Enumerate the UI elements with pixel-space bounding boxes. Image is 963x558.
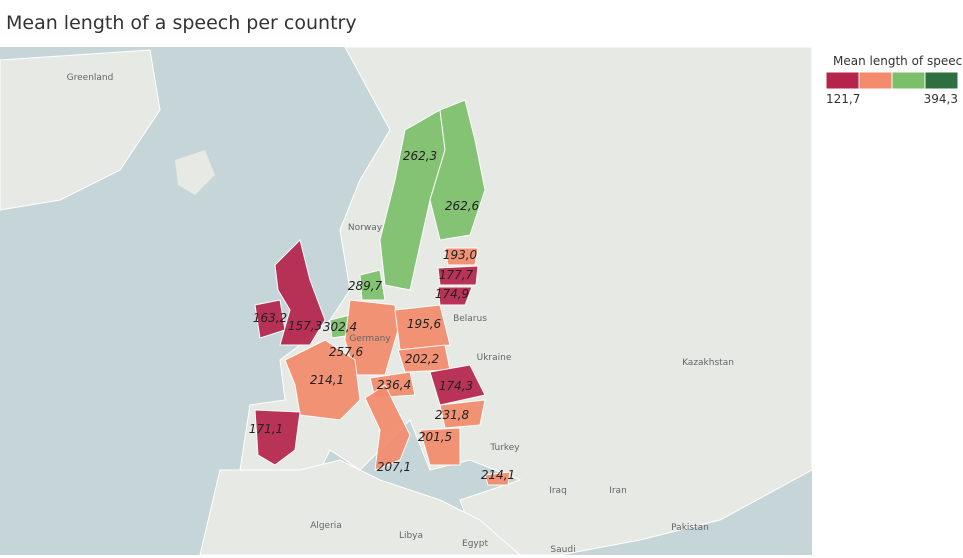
value-label: 157,3 xyxy=(288,319,322,333)
legend-ramp xyxy=(825,71,959,90)
value-label: 214,1 xyxy=(481,468,515,482)
legend-max: 394,3 xyxy=(924,92,958,106)
legend-step xyxy=(825,71,860,90)
place-label: Greenland xyxy=(67,73,114,83)
land xyxy=(199,459,522,556)
place-label: Saudi xyxy=(550,545,575,555)
place-label: Pakistan xyxy=(671,523,709,533)
value-label: 195,6 xyxy=(407,317,442,331)
country xyxy=(254,409,301,466)
value-label: 174,9 xyxy=(435,287,469,301)
value-label: 302,4 xyxy=(323,320,357,334)
place-label: Germany xyxy=(349,334,391,344)
value-label: 236,4 xyxy=(377,378,411,392)
value-label: 214,1 xyxy=(310,373,344,387)
place-label: Belarus xyxy=(453,314,487,324)
country xyxy=(437,286,473,306)
country xyxy=(429,364,486,406)
place-label: Ukraine xyxy=(477,353,512,363)
country xyxy=(419,427,461,466)
value-label: 207,1 xyxy=(377,460,411,474)
legend-title: Mean length of speeche.. xyxy=(833,54,963,68)
value-label: 257,6 xyxy=(329,345,364,359)
value-label: 163,2 xyxy=(253,311,287,325)
place-label: Norway xyxy=(348,223,383,233)
country xyxy=(359,269,386,301)
value-label: 177,7 xyxy=(439,268,474,282)
country xyxy=(439,399,486,429)
country xyxy=(394,304,451,351)
land xyxy=(0,49,161,211)
legend-min: 121,7 xyxy=(826,92,860,106)
country xyxy=(437,265,479,286)
legend-step xyxy=(891,71,926,90)
place-label: Iran xyxy=(609,486,627,496)
place-label: Turkey xyxy=(489,443,520,453)
map xyxy=(0,46,813,556)
country xyxy=(284,339,361,421)
value-label: 201,5 xyxy=(418,430,452,444)
country xyxy=(344,299,399,376)
legend-step xyxy=(858,71,893,90)
value-label: 262,3 xyxy=(403,149,437,163)
country xyxy=(484,471,511,486)
value-label: 289,7 xyxy=(348,279,383,293)
legend-step xyxy=(924,71,959,90)
place-label: Kazakhstan xyxy=(682,358,734,368)
value-label: 174,3 xyxy=(439,379,473,393)
value-label: 193,0 xyxy=(443,248,478,262)
country xyxy=(364,384,411,471)
land xyxy=(175,150,215,195)
title: Mean length of a speech per country xyxy=(6,12,357,34)
value-label: 171,1 xyxy=(249,422,283,436)
place-label: Iraq xyxy=(549,486,567,496)
place-label: Libya xyxy=(399,531,423,541)
country xyxy=(444,247,479,266)
place-label: Algeria xyxy=(310,521,342,531)
value-label: 262,6 xyxy=(445,199,480,213)
value-label: 231,8 xyxy=(435,408,470,422)
country xyxy=(429,99,486,241)
country xyxy=(274,239,326,346)
place-label: Egypt xyxy=(462,539,488,549)
value-label: 202,2 xyxy=(405,352,439,366)
